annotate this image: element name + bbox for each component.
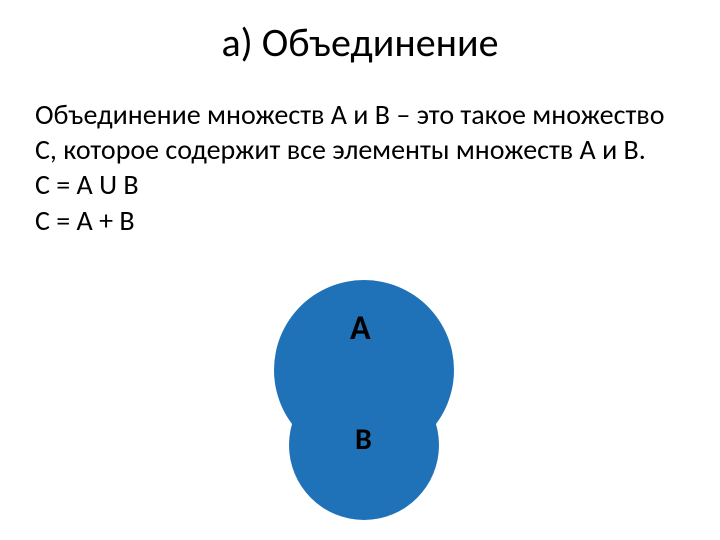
definition-text: Объединение множеств А и В – это такое м…	[0, 67, 720, 167]
slide-title: а) Объединение	[0, 0, 720, 67]
formula-plus: С = А + В	[0, 203, 720, 239]
venn-diagram: А В	[240, 280, 500, 540]
formula-union: С = А U В	[0, 167, 720, 203]
label-b: В	[355, 421, 372, 458]
label-a: А	[350, 308, 371, 349]
